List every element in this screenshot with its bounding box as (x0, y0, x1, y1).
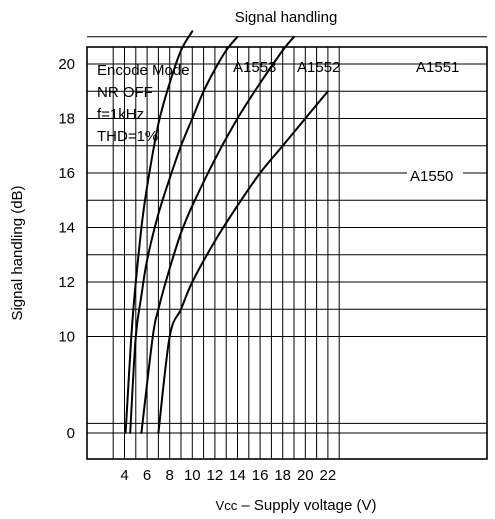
x-axis-label: Vcc – Supply voltage (V) (216, 497, 377, 514)
x-axis-label-rest: – Supply voltage (V) (237, 497, 376, 514)
x-tick-label: 4 (120, 467, 128, 484)
x-tick-label: 8 (166, 467, 174, 484)
series-label-a1553: A1553 (233, 59, 276, 76)
series-label-a1551: A1551 (416, 59, 459, 76)
x-tick-label: 12 (207, 467, 224, 484)
note-frequency: f=1kHz (97, 106, 144, 123)
x-tick-label: 20 (297, 467, 314, 484)
y-tick-label: 12 (58, 274, 75, 291)
x-tick-label: 6 (143, 467, 151, 484)
series-line-a1552 (129, 35, 239, 434)
note-thd: THD=1% (97, 128, 158, 145)
y-tick-label: 16 (58, 165, 75, 182)
x-tick-label: 16 (252, 467, 269, 484)
y-tick-label: 10 (58, 329, 75, 346)
series-line-a1550 (157, 90, 329, 434)
series-line-a1551 (140, 35, 295, 434)
x-axis-label-vcc: Vcc (216, 498, 238, 513)
series-label-background (407, 166, 463, 186)
conditions-note: Encode Mode NR OFF f=1kHz THD=1% (97, 62, 190, 145)
grid (87, 36, 487, 459)
y-tick-label: 20 (58, 56, 75, 73)
tick-labels: 4 6 8 10 12 14 16 18 20 22 0 10 12 14 16 18 20 (58, 56, 336, 484)
x-tick-label: 14 (229, 467, 246, 484)
x-tick-label: 22 (320, 467, 337, 484)
series-label-a1550: A1550 (410, 168, 453, 185)
note-mode: Encode Mode (97, 62, 190, 79)
y-tick-label: 18 (58, 111, 75, 128)
y-tick-label: 0 (67, 425, 75, 442)
chart-title: Signal handling (235, 9, 338, 26)
series-label-a1552: A1552 (297, 59, 340, 76)
curves: A1553 A1552 A1551 A1550 (124, 30, 463, 434)
note-nr: NR OFF (97, 84, 153, 101)
plot-frame (86, 46, 488, 460)
series-line-a1553 (124, 30, 194, 434)
x-tick-label: 10 (184, 467, 201, 484)
y-tick-label: 14 (58, 220, 75, 237)
x-tick-label: 18 (274, 467, 291, 484)
y-axis-label: Signal handling (dB) (9, 185, 26, 320)
